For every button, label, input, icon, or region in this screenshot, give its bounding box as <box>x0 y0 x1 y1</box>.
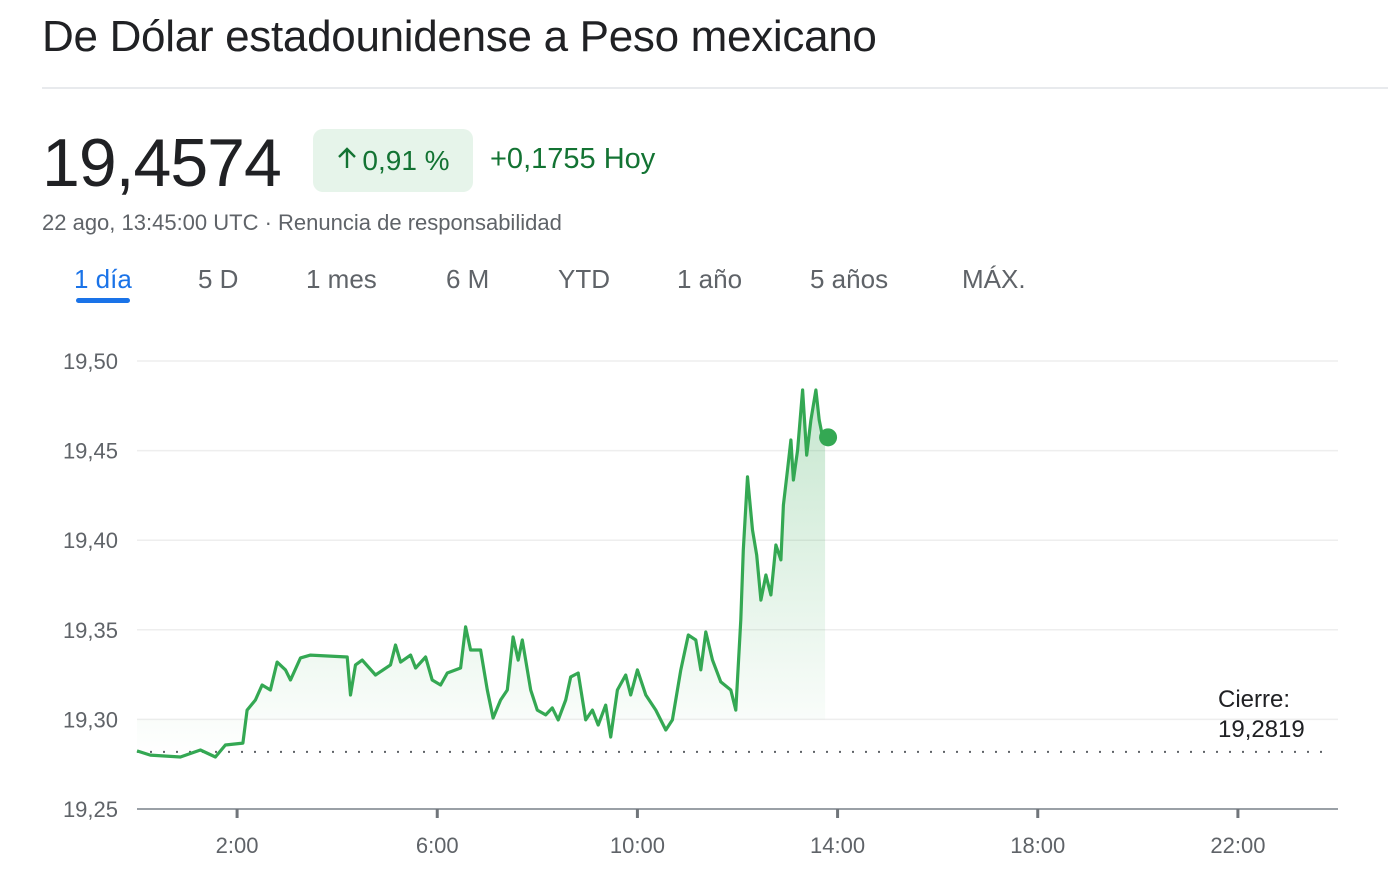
arrow-up-icon <box>336 145 358 177</box>
tab-ytd[interactable]: YTD <box>558 264 610 294</box>
change-percent: 0,91 % <box>362 144 450 176</box>
x-tick-label: 6:00 <box>416 833 459 858</box>
x-tick-label: 10:00 <box>610 833 665 858</box>
price-area-fill <box>137 390 826 757</box>
tab-1-year[interactable]: 1 año <box>677 264 743 294</box>
tab-6-months[interactable]: 6 M <box>446 264 490 294</box>
separator: · <box>258 210 279 235</box>
tab-1-month[interactable]: 1 mes <box>306 264 377 294</box>
y-tick-label: 19,50 <box>63 349 118 374</box>
divider <box>42 87 1388 89</box>
last-price-dot <box>819 428 838 447</box>
previous-close-label: Cierre: <box>1218 686 1290 713</box>
disclaimer-link[interactable]: Renuncia de responsabilidad <box>278 210 562 235</box>
tab-max[interactable]: MÁX. <box>962 264 1026 294</box>
x-tick-label: 22:00 <box>1210 833 1265 858</box>
x-tick-label: 18:00 <box>1010 833 1065 858</box>
tab-5-days[interactable]: 5 D <box>198 264 239 294</box>
change-percent-badge: 0,91 % <box>313 129 473 192</box>
y-tick-label: 19,35 <box>63 618 118 643</box>
timestamp: 22 ago, 13:45:00 UTC <box>42 210 259 235</box>
current-price: 19,4574 <box>42 125 282 201</box>
y-tick-label: 19,40 <box>63 528 118 553</box>
y-tick-label: 19,45 <box>63 439 118 464</box>
x-tick-label: 2:00 <box>216 833 259 858</box>
page-title: De Dólar estadounidense a Peso mexicano <box>42 12 877 61</box>
timestamp-line: 22 ago, 13:45:00 UTC · Renuncia de respo… <box>42 210 562 236</box>
y-tick-label: 19,30 <box>63 707 118 732</box>
y-tick-label: 19,25 <box>63 797 118 822</box>
previous-close-value: 19,2819 <box>1218 716 1305 743</box>
change-today: +0,1755 Hoy <box>490 143 656 175</box>
tab-1-day[interactable]: 1 día <box>74 264 132 303</box>
price-line <box>136 388 826 759</box>
x-tick-label: 14:00 <box>810 833 865 858</box>
tab-5-years[interactable]: 5 años <box>810 264 889 294</box>
